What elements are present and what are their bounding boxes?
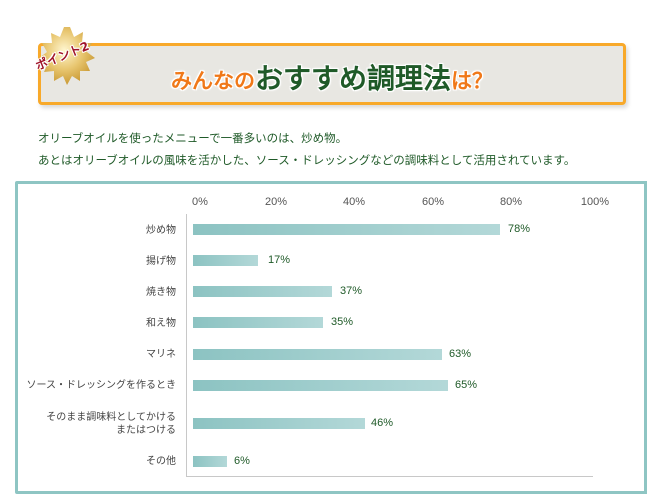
x-axis-line [186, 476, 593, 477]
title-main: おすすめ調理法 [254, 62, 451, 95]
category-label: 揚げ物 [146, 256, 176, 267]
bar [193, 418, 365, 429]
bar [193, 224, 500, 235]
value-label: 63% [449, 348, 472, 360]
bar [193, 317, 323, 328]
point-badge: ポイント2 [30, 25, 96, 87]
value-label: 78% [508, 223, 531, 235]
title-prefix: みんなの [170, 69, 255, 93]
x-tick-80: 80% [499, 196, 523, 208]
x-tick-20: 20% [264, 196, 288, 208]
bar [193, 456, 227, 467]
category-label: その他 [146, 456, 176, 467]
value-label: 35% [331, 316, 354, 328]
bar [193, 286, 332, 297]
value-label: 46% [371, 417, 394, 429]
bar [193, 349, 442, 360]
category-label: 炒め物 [146, 225, 176, 236]
bar [193, 380, 448, 391]
chart-frame [15, 181, 647, 494]
x-tick-0: 0% [192, 196, 208, 208]
title-banner: みんなのおすすめ調理法は？ [38, 43, 626, 105]
y-axis-line [186, 214, 187, 476]
x-tick-40: 40% [342, 196, 366, 208]
intro-text: オリーブオイルを使ったメニューで一番多いのは、炒め物。 あとはオリーブオイルの風… [38, 127, 575, 171]
intro-line-1: オリーブオイルを使ったメニューで一番多いのは、炒め物。 [38, 131, 348, 145]
starburst-icon [39, 27, 95, 85]
x-tick-100: 100% [580, 196, 610, 208]
title-suffix: は？ [451, 69, 493, 93]
value-label: 37% [340, 285, 363, 297]
category-label: そのまま調味料としてかける またはつける [46, 411, 176, 437]
x-tick-60: 60% [421, 196, 445, 208]
bar [193, 255, 258, 266]
value-label: 6% [234, 455, 250, 467]
category-label: ソース・ドレッシングを作るとき [26, 380, 177, 391]
category-label-line-1: そのまま調味料としてかける [46, 412, 176, 423]
value-label: 65% [455, 379, 478, 391]
category-label: マリネ [146, 349, 176, 360]
value-label: 17% [268, 254, 291, 266]
category-label: 焼き物 [146, 287, 176, 298]
intro-line-2: あとはオリーブオイルの風味を活かした、ソース・ドレッシングなどの調味料として活用… [38, 153, 576, 167]
category-label: 和え物 [146, 318, 176, 329]
category-label-line-2: またはつける [116, 425, 176, 436]
page-title: みんなのおすすめ調理法は？ [41, 57, 623, 97]
